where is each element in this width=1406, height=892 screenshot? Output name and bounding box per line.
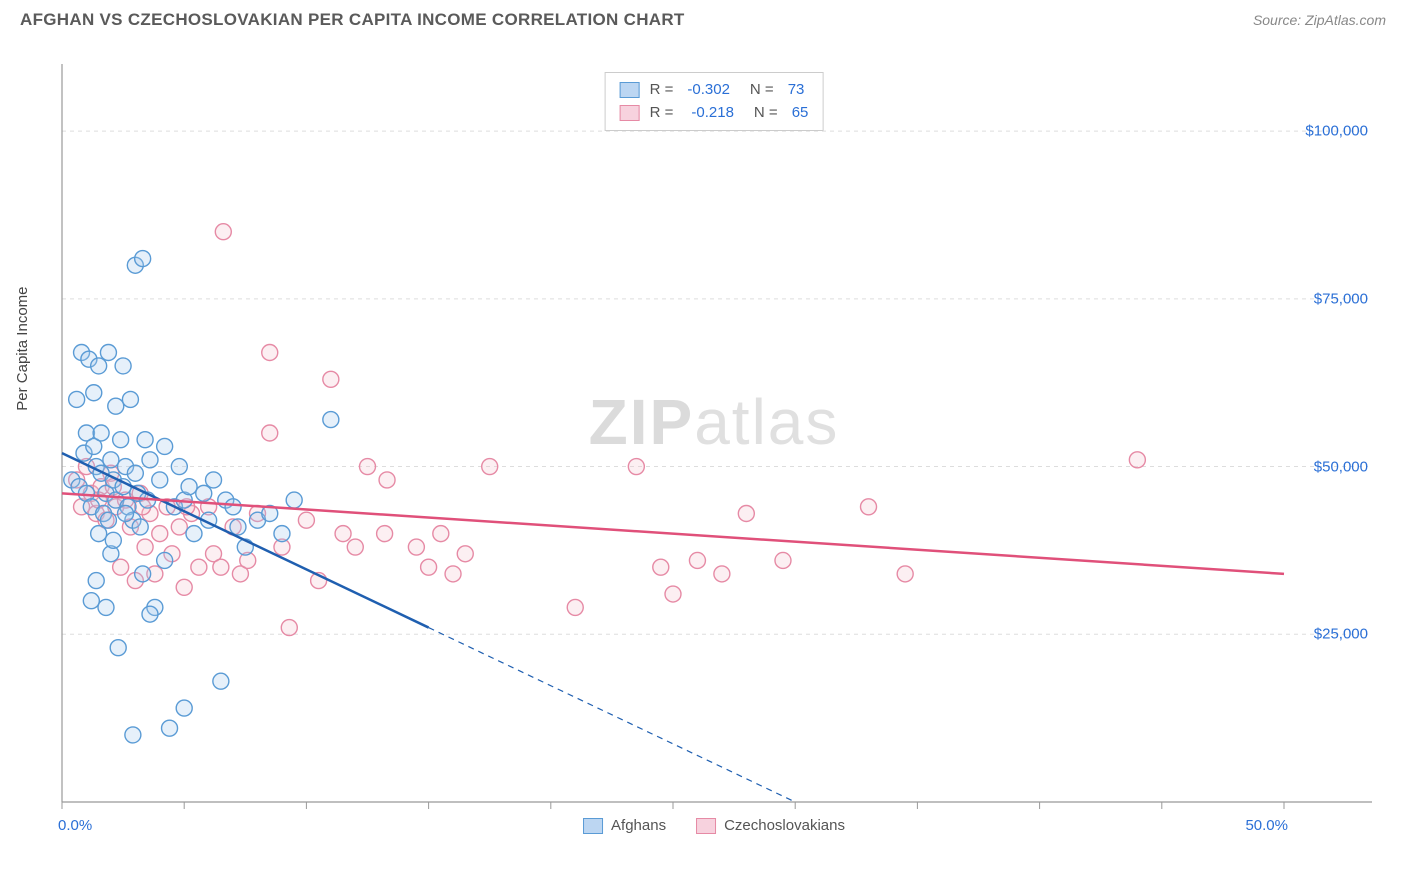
x-tick-label: 0.0% xyxy=(58,817,92,834)
series-legend: Afghans Czechoslovakians xyxy=(583,817,845,834)
series-name-a: Afghans xyxy=(611,817,666,834)
x-tick-label: 50.0% xyxy=(1245,817,1288,834)
y-tick-label: $25,000 xyxy=(1314,626,1368,643)
series-name-b: Czechoslovakians xyxy=(724,817,845,834)
legend-swatch-b xyxy=(620,105,640,121)
scatter-chart xyxy=(54,60,1374,830)
legend-row-a: R = -0.302 N = 73 xyxy=(620,79,809,102)
plot-area: ZIPatlas R = -0.302 N = 73 R = -0.218 N … xyxy=(54,60,1374,830)
legend-swatch-b xyxy=(696,818,716,834)
legend-swatch-a xyxy=(620,82,640,98)
n-value-b: 65 xyxy=(792,102,809,125)
n-label: N = xyxy=(754,102,778,125)
legend-item-b: Czechoslovakians xyxy=(696,817,845,834)
r-label: R = xyxy=(650,102,674,125)
r-value-b: -0.218 xyxy=(691,102,734,125)
correlation-legend: R = -0.302 N = 73 R = -0.218 N = 65 xyxy=(605,72,824,131)
y-tick-label: $50,000 xyxy=(1314,458,1368,475)
r-label: R = xyxy=(650,79,674,102)
source-attribution: Source: ZipAtlas.com xyxy=(1253,12,1386,28)
y-axis-label: Per Capita Income xyxy=(14,286,31,410)
r-value-a: -0.302 xyxy=(687,79,730,102)
y-tick-label: $100,000 xyxy=(1305,123,1368,140)
n-label: N = xyxy=(750,79,774,102)
legend-swatch-a xyxy=(583,818,603,834)
legend-row-b: R = -0.218 N = 65 xyxy=(620,102,809,125)
legend-item-a: Afghans xyxy=(583,817,666,834)
chart-title: AFGHAN VS CZECHOSLOVAKIAN PER CAPITA INC… xyxy=(20,10,685,30)
chart-container: Per Capita Income ZIPatlas R = -0.302 N … xyxy=(20,48,1386,848)
y-tick-label: $75,000 xyxy=(1314,290,1368,307)
n-value-a: 73 xyxy=(788,79,805,102)
